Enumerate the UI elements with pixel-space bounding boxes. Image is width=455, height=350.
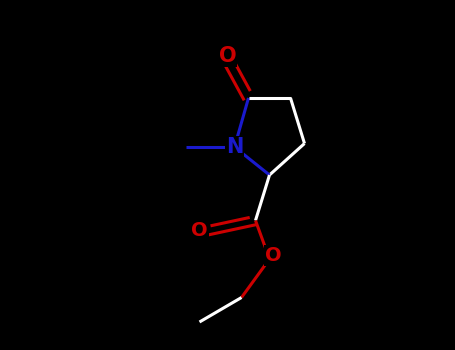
Text: N: N [226, 137, 243, 157]
Text: O: O [191, 222, 208, 240]
Text: O: O [265, 246, 281, 265]
Text: O: O [219, 46, 236, 66]
